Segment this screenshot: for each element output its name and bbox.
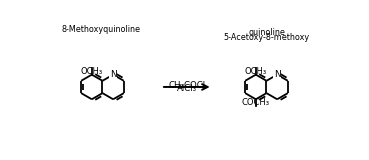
Text: N: N [274,70,280,79]
Text: COCH₃: COCH₃ [242,98,270,107]
Text: CH₃COCl: CH₃COCl [168,81,206,90]
Text: quinoline: quinoline [248,28,285,37]
Text: N: N [110,70,117,79]
Text: OCH₃: OCH₃ [81,67,103,76]
Text: AlCl₃: AlCl₃ [177,84,197,93]
Text: 5-Acetoxy-8-methoxy: 5-Acetoxy-8-methoxy [224,33,310,42]
Text: OCH₃: OCH₃ [245,67,267,76]
Text: 8-Methoxyquinoline: 8-Methoxyquinoline [62,25,141,34]
